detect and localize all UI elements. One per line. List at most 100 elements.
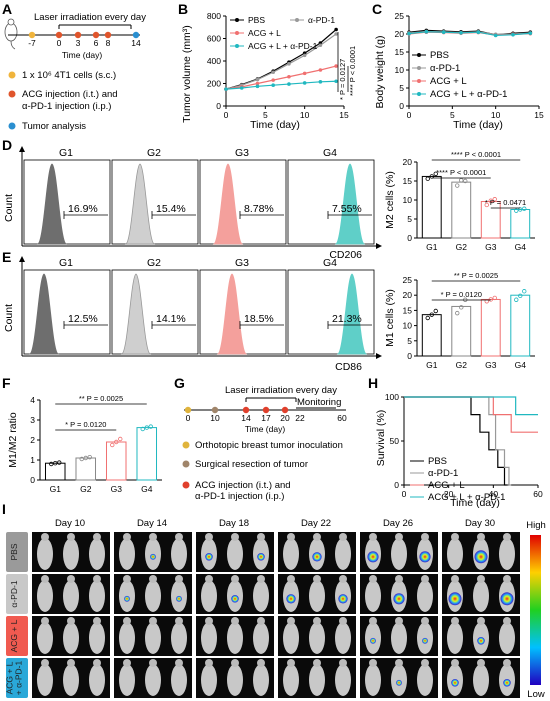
mouse-head	[41, 533, 49, 541]
mouse-head	[451, 617, 459, 625]
g-tick: 10	[210, 413, 220, 423]
mouse-silhouette	[283, 538, 299, 570]
mouse-head	[175, 659, 183, 667]
c-legend-text: ACG + L + α-PD-1	[430, 89, 507, 100]
b-data-point	[271, 78, 276, 82]
dbar-data-point	[484, 202, 489, 208]
b-series-line	[225, 80, 337, 90]
c-y-tick-label: 5	[399, 83, 404, 93]
ebar-data-point	[522, 289, 527, 294]
b-y-tick-label: 600	[207, 34, 221, 44]
c-y-tick-label: 20	[395, 29, 405, 39]
b-stat-1: * P = 0.0127	[338, 59, 347, 100]
g-dot	[262, 406, 270, 414]
d-histogram-frame	[287, 159, 375, 245]
tumor-signal-spot	[257, 553, 265, 561]
fbar-bar	[75, 457, 97, 481]
d-histogram-peak	[36, 163, 68, 245]
tumor-signal-spot	[231, 595, 239, 603]
a-time-label: Time (day)	[62, 50, 102, 60]
g-tick: 0	[186, 413, 191, 423]
mouse-head	[421, 617, 429, 625]
h-y-tick-label: 50	[390, 436, 400, 446]
analysis-dot	[132, 31, 140, 39]
dbar-category-label: G4	[515, 242, 527, 252]
fbar-significance-label: * P = 0.0120	[65, 420, 106, 429]
injection-dot-6	[92, 31, 100, 39]
mouse-head	[339, 575, 347, 583]
mouse-head	[205, 659, 213, 667]
ebar-bar	[421, 314, 442, 357]
fbar-category-label: G3	[111, 484, 123, 494]
d-group-label: G1	[59, 147, 73, 159]
mouse-head	[231, 533, 239, 541]
panel-g: G Laser irradiation every day Monitoring…	[174, 375, 347, 502]
h-legend-text: α-PD-1	[428, 468, 458, 479]
dbar-data-point	[522, 206, 527, 211]
d-group-label: G2	[147, 147, 161, 159]
mouse-silhouette	[171, 538, 187, 570]
b-stat-2: **** P < 0.0001	[348, 46, 357, 96]
mouse-head	[503, 533, 511, 541]
g-dot	[211, 406, 219, 414]
fbar-data-point	[53, 461, 58, 466]
e-histogram-frame	[199, 269, 287, 355]
mouse-silhouette	[201, 580, 217, 612]
color-scale-bar	[530, 535, 541, 685]
ebar-y-tick-label: 15	[403, 305, 413, 315]
e-group-label: G4	[323, 257, 337, 269]
mouse-silhouette	[253, 580, 269, 612]
e-arrow-head	[376, 353, 382, 359]
b-data-point	[334, 64, 338, 68]
day-label: Day 10	[55, 518, 85, 529]
a-legend-text: α-PD-1 injection (i.p.)	[22, 101, 111, 112]
b-x-tick-label: 15	[339, 110, 349, 120]
group-row-label: + α-PD-1	[14, 661, 24, 696]
g-legend-text: ACG injection (i.t.) and	[195, 480, 291, 491]
fbar-y-tick-label: 1	[30, 455, 35, 465]
h-x-tick-label: 0	[402, 489, 407, 499]
fbar-data-point	[118, 436, 123, 442]
mouse-head	[503, 575, 511, 583]
mouse-silhouette	[253, 622, 269, 654]
mouse-head	[477, 659, 485, 667]
c-legend: PBS α-PD-1 ACG + L ACG + L + α-PD-1	[412, 50, 507, 100]
b-data-point	[334, 27, 338, 32]
d-arrow-head	[19, 146, 25, 152]
dbar-bar	[451, 181, 472, 239]
mouse-head	[339, 617, 347, 625]
dbar-category-label: G2	[456, 242, 468, 252]
c-data-point	[476, 30, 481, 34]
mouse-head	[93, 617, 101, 625]
injection-dot-8	[104, 31, 112, 39]
b-legend-text: α-PD-1	[308, 15, 335, 25]
h-x-tick-label: 20	[444, 489, 454, 499]
b-data-point	[255, 81, 260, 86]
mouse-head	[477, 575, 485, 583]
mouse-head	[257, 659, 265, 667]
h-x-label: Time (day)	[450, 497, 500, 509]
mouse-silhouette	[63, 538, 79, 570]
group-row-label-bg	[6, 616, 28, 656]
mouse-head	[369, 575, 377, 583]
injection-dot-3	[74, 31, 82, 39]
mouse-head	[123, 617, 131, 625]
h-y-tick-label: 0	[394, 480, 399, 490]
ebar-bar	[480, 298, 501, 357]
ebar-data-point	[492, 295, 497, 301]
mouse-head	[313, 575, 321, 583]
d-percent-label: 8.78%	[244, 203, 274, 215]
b-y-tick-label: 400	[207, 56, 221, 66]
b-data-point	[255, 77, 260, 82]
tumor-signal-spot	[503, 679, 511, 687]
mouse-head	[451, 659, 459, 667]
ebar-data-point	[425, 315, 430, 321]
mouse-head	[369, 617, 377, 625]
c-legend-text: PBS	[430, 50, 449, 61]
day-label: Day 22	[301, 518, 331, 529]
mouse-silhouette	[145, 580, 161, 612]
e-percent-label: 21.3%	[332, 313, 362, 325]
tumor-signal-spot	[176, 595, 182, 602]
e-group-label: G1	[59, 257, 73, 269]
